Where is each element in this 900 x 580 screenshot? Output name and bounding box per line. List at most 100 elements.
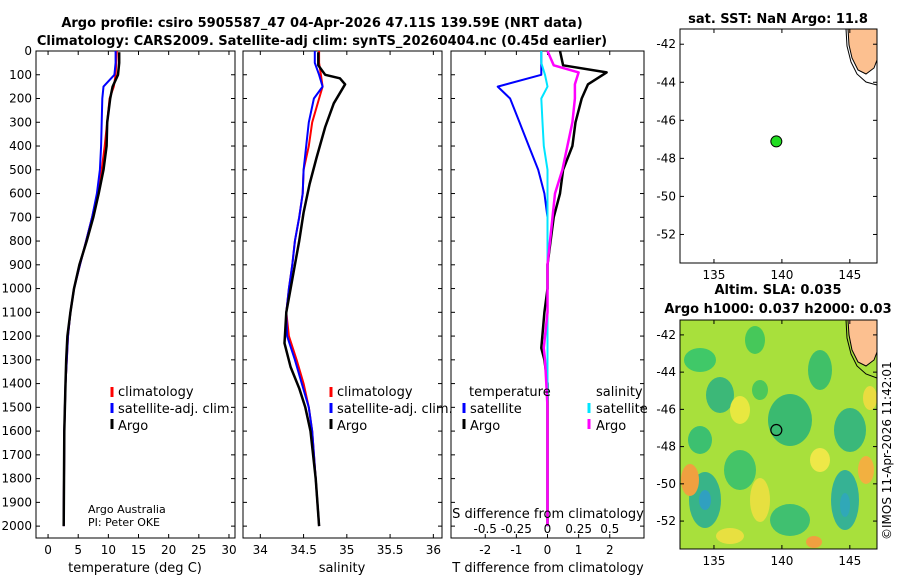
y-tick-label: 1400 [1,377,32,391]
sla-anomaly-orange [858,456,874,484]
x-tick-label: 135 [703,554,726,568]
x-tick-label: 0 [44,543,52,557]
x-tick-label: 25 [191,543,206,557]
x-tick-label: 2 [606,543,614,557]
sla-anomaly-yellow [863,386,877,410]
credit-line-2: PI: Peter OKE [88,516,160,529]
sla-anomaly-green [808,350,832,390]
land-mass [847,29,877,75]
salinity-xlabel: salinity [319,561,366,576]
sla-anomalies [681,326,877,548]
secondary-tick-label: 0.25 [565,522,592,536]
y-tick-label: 1100 [1,305,32,319]
y-tick-label: 1900 [1,495,32,509]
x-tick-label: 36 [426,543,441,557]
x-tick-label: 10 [101,543,116,557]
y-tick-label: 800 [9,234,32,248]
y-tick-label: 0 [24,44,32,58]
credit-line-1: Argo Australia [88,503,166,516]
sla-anomaly-green [752,380,768,400]
y-tick-label: 600 [9,187,32,201]
sla-anomaly-cyan [840,493,850,517]
salinity-legend: climatology satellite-adj. clim. Argo [329,385,453,434]
secondary-tick-label: 0.5 [600,522,619,536]
y-tick-label: 1200 [1,329,32,343]
sla-anomaly-green [724,450,756,490]
title-line-1: Argo profile: csiro 5905587_47 04-Apr-20… [61,16,582,31]
y-tick-label: 1800 [1,472,32,486]
land-mass [847,320,877,367]
sla-anomaly-orange [681,464,699,496]
difference-secondary-xlabel: S difference from climatology [452,507,644,522]
y-tick-label: 1600 [1,424,32,438]
series-line [283,52,347,527]
sla-anomaly-green [706,377,734,413]
sla-map-axes [679,319,878,550]
x-tick-label: 35 [339,543,354,557]
sla-map-ticks: 135 140 145 -42 -44 -46 -48 -50 -52 [656,320,877,568]
y-tick-label: 2000 [1,519,32,533]
land-mass [845,29,877,86]
x-tick-label: -1 [510,543,522,557]
y-tick-label: 300 [9,115,32,129]
sla-anomaly-green [834,408,866,452]
x-tick-label: 145 [838,554,861,568]
sla-anomaly-green [688,426,712,454]
series-line [542,50,580,527]
x-tick-label: 1 [575,543,583,557]
x-tick-label: 140 [770,268,793,282]
sst-map-title: sat. SST: NaN Argo: 11.8 [688,12,868,27]
secondary-tick-label: -0.25 [501,522,532,536]
y-tick-label: 1300 [1,353,32,367]
y-tick-label: -50 [656,477,676,491]
sla-anomaly-cyan [699,490,711,510]
secondary-tick-label: 0 [544,522,552,536]
legend-label-argo: Argo [337,419,367,434]
sla-anomaly-green [768,394,812,446]
legend-label-s-argo: Argo [596,419,626,434]
secondary-tick-label: -0.5 [474,522,497,536]
x-tick-label: -2 [479,543,491,557]
difference-secondary-ticks: -0.5 -0.25 0 0.25 0.5 [474,522,620,536]
x-tick-label: 34 [253,543,268,557]
y-tick-label: 400 [9,139,32,153]
land-mass [845,320,877,379]
x-tick-label: 35.5 [377,543,404,557]
legend-label-argo: Argo [118,419,148,434]
difference-plot: -2 -1 0 1 2 [451,50,644,557]
legend-label-satellite: satellite-adj. clim. [337,402,453,417]
sla-heatmap [680,320,877,549]
sla-anomaly-green [770,504,810,536]
temperature-xlabel: temperature (deg C) [68,561,202,576]
y-tick-label: -44 [656,75,676,89]
y-tick-label: 1700 [1,448,32,462]
y-tick-label: -48 [656,151,676,165]
x-tick-label: 140 [770,554,793,568]
temperature-axes [35,50,236,539]
y-tick-label: 900 [9,258,32,272]
salinity-plot: 34 34.5 35 35.5 36 [243,50,442,557]
y-tick-label: -46 [656,402,676,416]
sla-anomaly-yellow [750,478,770,522]
legend-label-satellite: satellite-adj. clim. [118,402,234,417]
sla-anomaly-yellow [810,448,830,472]
x-tick-label: 5 [74,543,82,557]
y-tick-label: 100 [9,68,32,82]
sla-map-title-1: Altim. SLA: 0.035 [715,283,842,298]
x-tick-label: 0 [544,543,552,557]
x-tick-label: 145 [838,268,861,282]
sla-map-title-2: Argo h1000: 0.037 h2000: 0.03 [664,302,891,317]
sla-anomaly-green [745,326,765,354]
y-tick-label: -48 [656,440,676,454]
argo-location-marker [770,135,783,148]
y-tick-label: 500 [9,163,32,177]
x-tick-label: 20 [161,543,176,557]
legend-title-temperature: temperature [469,385,551,400]
series-line [62,52,121,527]
sst-map-ticks: 135 140 145 -42 -44 -46 -48 -50 -52 [656,29,877,282]
legend-label-t-satellite: satellite [470,402,522,417]
y-tick-label: -42 [656,37,676,51]
y-tick-label: -50 [656,189,676,203]
y-tick-label: -52 [656,227,676,241]
